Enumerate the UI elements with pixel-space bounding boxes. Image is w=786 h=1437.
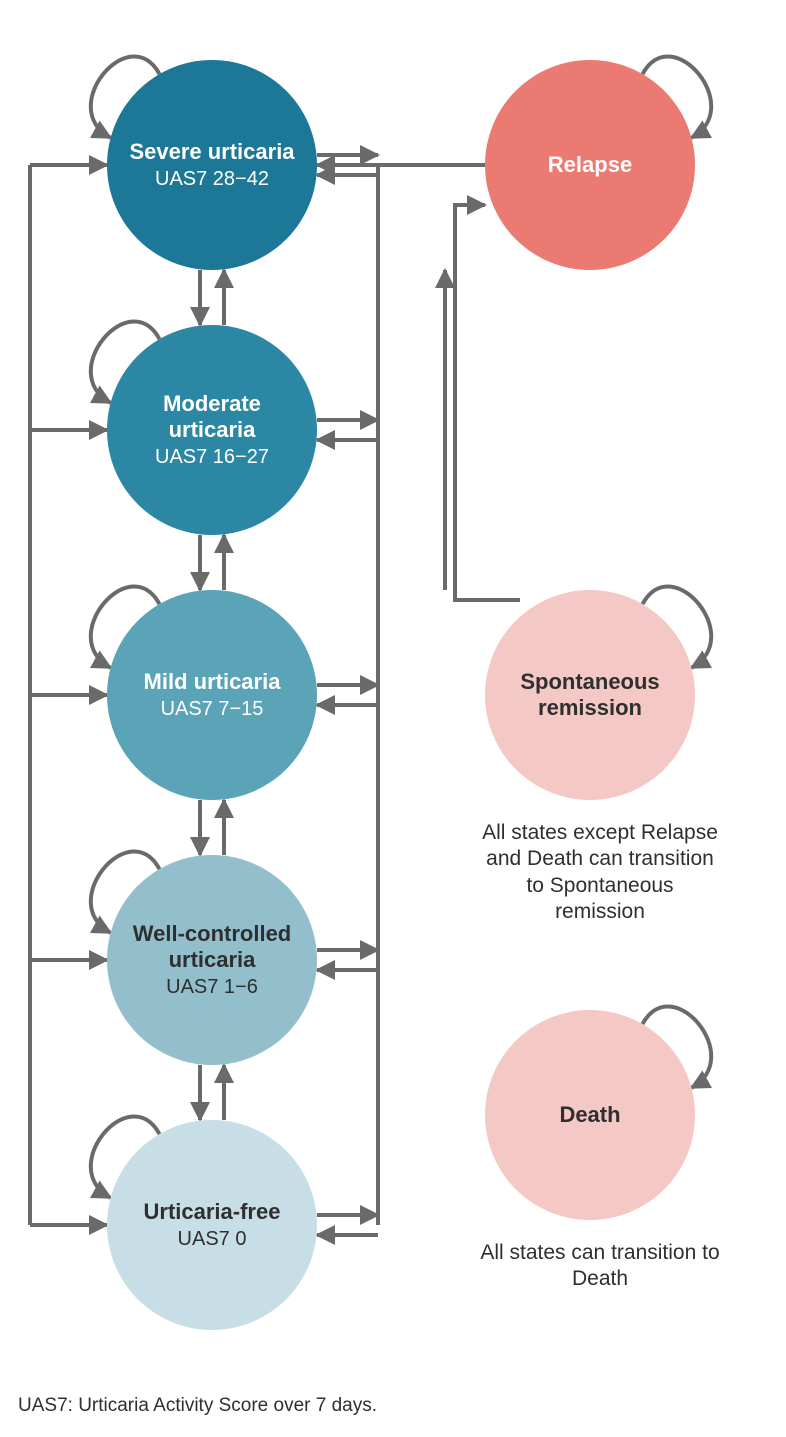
- footnote: UAS7: Urticaria Activity Score over 7 da…: [18, 1395, 377, 1417]
- node-mild-title: Mild urticaria: [144, 669, 281, 695]
- node-wellcontrolled-title: Well-controlled urticaria: [123, 921, 302, 974]
- node-moderate-sub: UAS7 16−27: [155, 445, 269, 469]
- node-death: Death: [485, 1010, 695, 1220]
- node-mild-sub: UAS7 7−15: [161, 697, 264, 721]
- node-moderate-title: Moderate urticaria: [123, 391, 302, 444]
- node-free-title: Urticaria-free: [144, 1199, 281, 1225]
- node-severe-sub: UAS7 28−42: [155, 167, 269, 191]
- node-wellcontrolled-sub: UAS7 1−6: [166, 975, 258, 999]
- caption-death: All states can transition to Death: [480, 1240, 720, 1293]
- node-mild: Mild urticaria UAS7 7−15: [107, 590, 317, 800]
- node-free: Urticaria-free UAS7 0: [107, 1120, 317, 1330]
- node-relapse: Relapse: [485, 60, 695, 270]
- node-moderate: Moderate urticaria UAS7 16−27: [107, 325, 317, 535]
- node-spontaneous: Spontaneous remission: [485, 590, 695, 800]
- node-death-title: Death: [559, 1102, 620, 1128]
- node-spontaneous-title: Spontaneous remission: [501, 669, 680, 722]
- node-free-sub: UAS7 0: [178, 1227, 247, 1251]
- caption-spontaneous: All states except Relapse and Death can …: [480, 820, 720, 925]
- node-severe: Severe urticaria UAS7 28−42: [107, 60, 317, 270]
- node-wellcontrolled: Well-controlled urticaria UAS7 1−6: [107, 855, 317, 1065]
- node-severe-title: Severe urticaria: [129, 139, 294, 165]
- node-relapse-title: Relapse: [548, 152, 632, 178]
- diagram-canvas: Severe urticaria UAS7 28−42 Moderate urt…: [0, 0, 786, 1437]
